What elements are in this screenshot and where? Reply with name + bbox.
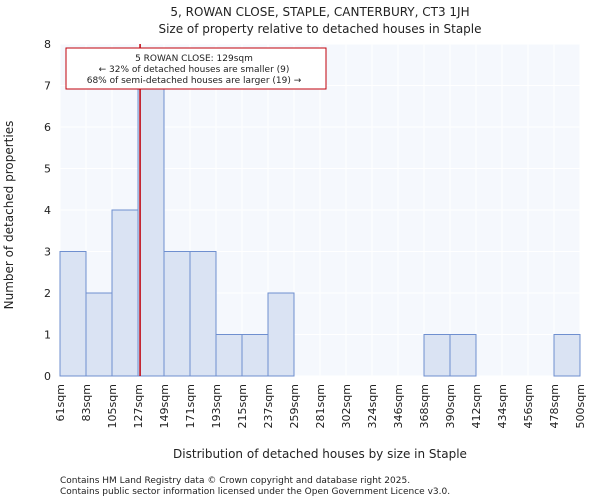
x-tick-label: 237sqm [262,384,275,428]
y-tick-label: 3 [44,246,51,259]
chart-title-line1: 5, ROWAN CLOSE, STAPLE, CANTERBURY, CT3 … [170,5,469,19]
y-tick-label: 4 [44,204,51,217]
x-tick-label: 281sqm [314,384,327,428]
y-tick-label: 1 [44,329,51,342]
annotation-border [65,47,327,90]
x-tick-label: 171sqm [184,384,197,428]
footer-line2: Contains public sector information licen… [60,487,450,497]
x-tick-label: 346sqm [392,384,405,428]
x-tick-label: 390sqm [444,384,457,428]
x-tick-label: 302sqm [340,384,353,428]
histogram-bar [163,251,191,377]
histogram-bar [241,334,269,377]
histogram-bar [189,251,217,377]
y-tick-label: 8 [44,38,51,51]
x-tick-label: 127sqm [132,384,145,428]
histogram-bar [215,334,243,377]
chart-title-line2: Size of property relative to detached ho… [158,22,481,36]
x-tick-label: 105sqm [106,384,119,428]
x-tick-label: 259sqm [288,384,301,428]
histogram-bar [111,209,139,377]
x-tick-label: 193sqm [210,384,223,428]
footer-line1: Contains HM Land Registry data © Crown c… [60,476,410,486]
histogram-bar [137,85,165,377]
histogram-bar [267,292,295,377]
x-tick-label: 368sqm [418,384,431,428]
y-axis-label: Number of detached properties [2,121,16,310]
y-tick-label: 2 [44,287,51,300]
histogram-bar [423,334,451,377]
y-tick-label: 5 [44,163,51,176]
x-tick-label: 324sqm [366,384,379,428]
histogram-bar [85,292,113,377]
y-tick-label: 7 [44,80,51,93]
x-tick-label: 83sqm [80,384,93,421]
x-tick-label: 215sqm [236,384,249,428]
x-tick-label: 149sqm [158,384,171,428]
histogram-bar [449,334,477,377]
annotation-line3: 68% of semi-detached houses are larger (… [87,76,302,86]
x-tick-label: 412sqm [470,384,483,428]
x-tick-label: 478sqm [548,384,561,428]
x-tick-label: 61sqm [54,384,67,421]
x-tick-label: 456sqm [522,384,535,428]
y-tick-label: 0 [44,370,51,383]
histogram-bar [553,334,581,377]
annotation-line1: 5 ROWAN CLOSE: 129sqm [135,54,253,64]
y-tick-label: 6 [44,121,51,134]
x-axis-label: Distribution of detached houses by size … [173,447,467,461]
annotation-box: 5 ROWAN CLOSE: 129sqm ← 32% of detached … [65,47,327,90]
x-tick-label: 434sqm [496,384,509,428]
annotation-line2: ← 32% of detached houses are smaller (9) [99,65,290,75]
x-tick-label: 500sqm [574,384,587,428]
histogram-bar [59,251,87,377]
